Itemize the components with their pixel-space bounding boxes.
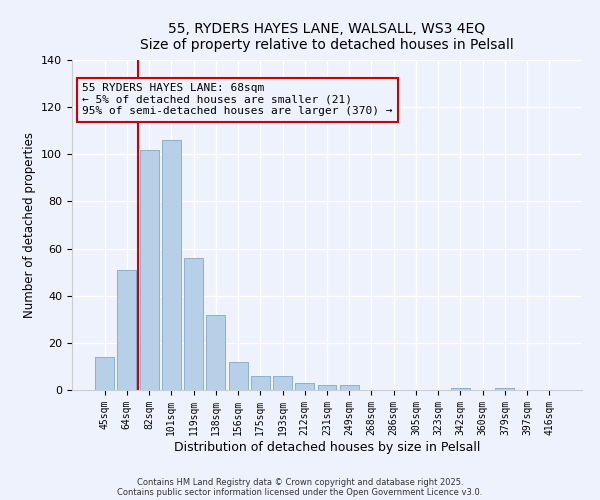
Bar [140,150,158,390]
Bar [229,362,248,390]
Bar [184,258,203,390]
Bar [162,140,181,390]
Bar [95,357,114,390]
X-axis label: Distribution of detached houses by size in Pelsall: Distribution of detached houses by size … [174,440,480,454]
Text: Contains HM Land Registry data © Crown copyright and database right 2025.
Contai: Contains HM Land Registry data © Crown c… [118,478,482,497]
Bar [317,386,337,390]
Bar [251,376,270,390]
Bar [118,270,136,390]
Y-axis label: Number of detached properties: Number of detached properties [23,132,35,318]
Bar [273,376,292,390]
Bar [295,383,314,390]
Bar [206,314,225,390]
Bar [496,388,514,390]
Title: 55, RYDERS HAYES LANE, WALSALL, WS3 4EQ
Size of property relative to detached ho: 55, RYDERS HAYES LANE, WALSALL, WS3 4EQ … [140,22,514,52]
Text: 55 RYDERS HAYES LANE: 68sqm
← 5% of detached houses are smaller (21)
95% of semi: 55 RYDERS HAYES LANE: 68sqm ← 5% of deta… [82,83,392,116]
Bar [340,386,359,390]
Bar [451,388,470,390]
